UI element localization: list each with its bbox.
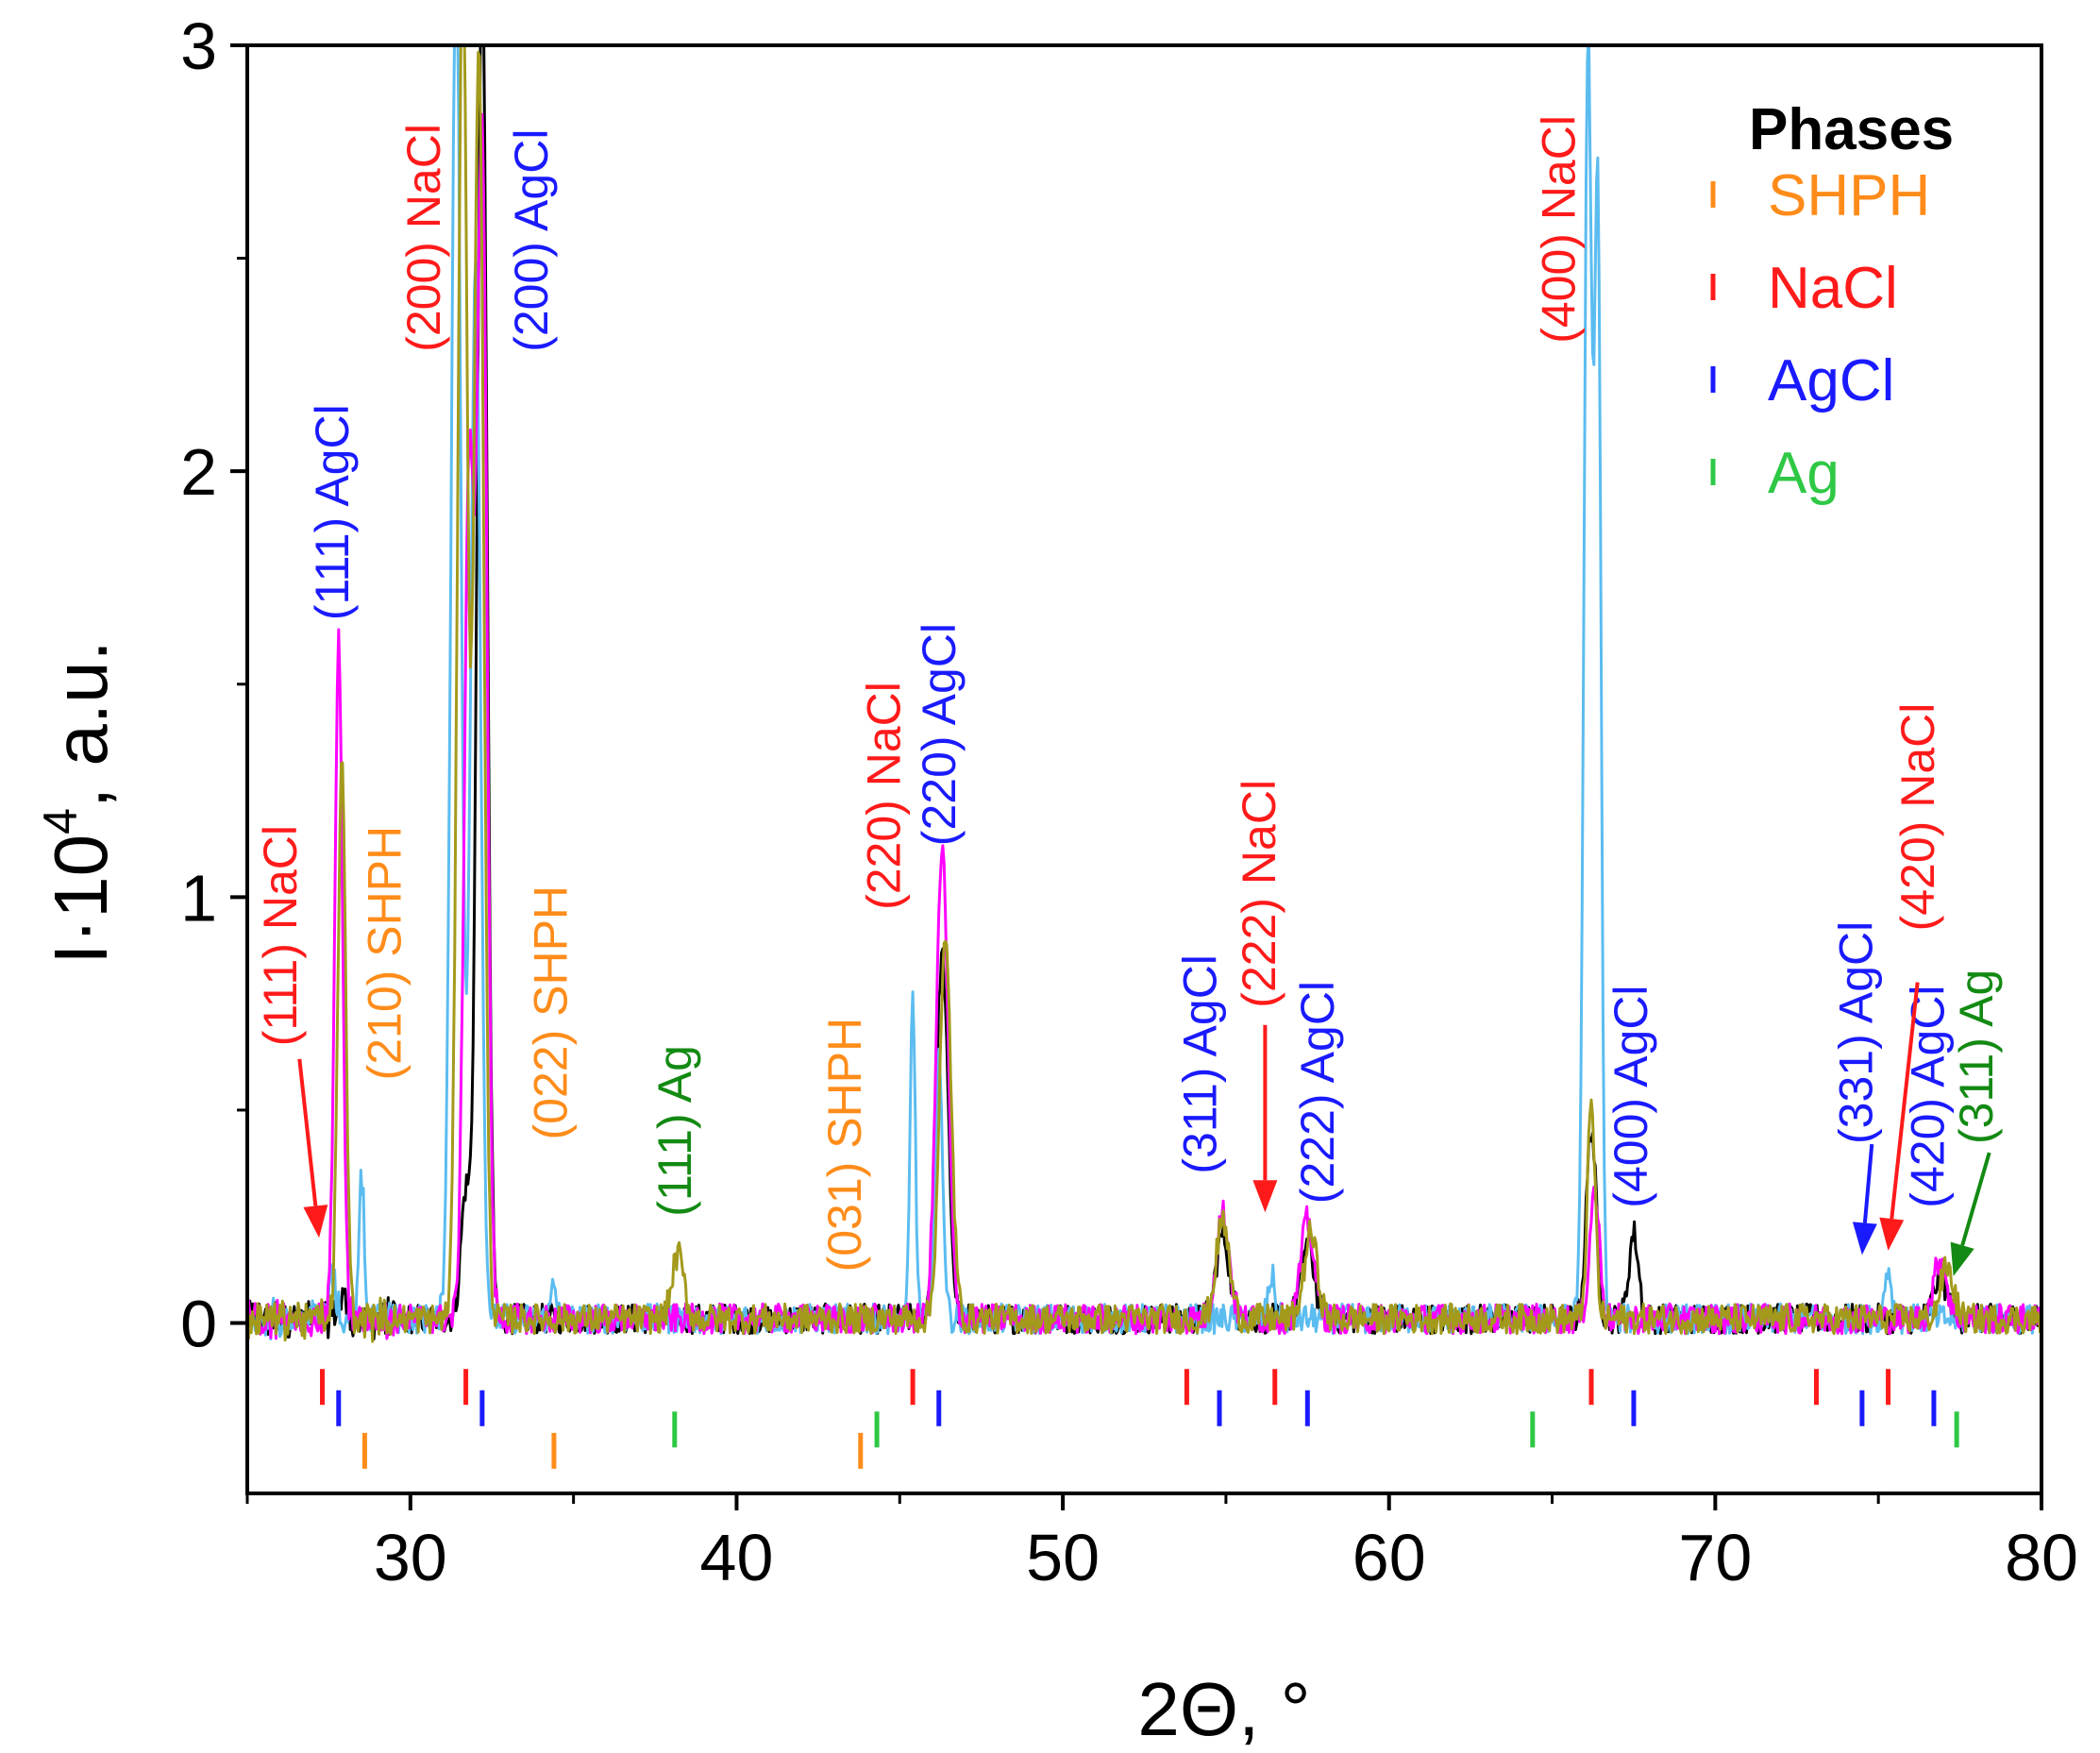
peak-label: (111) NaCl	[254, 825, 307, 1046]
annotation-arrowhead	[1950, 1241, 1974, 1276]
peak-label: (031) SHPH	[818, 1018, 871, 1273]
y-tick-label: 0	[180, 1288, 217, 1361]
x-tick-label: 80	[2005, 1521, 2078, 1594]
peak-label: (200) NaCl	[397, 124, 450, 352]
x-axis-title: 2Θ, °	[1137, 1667, 1310, 1751]
x-tick-label: 60	[1352, 1521, 1426, 1594]
traces-layer	[247, 45, 2041, 1343]
annotation-arrowhead	[303, 1205, 328, 1239]
peak-label: (222) NaCl	[1233, 780, 1285, 1008]
peak-label: (311) Ag	[1950, 969, 2003, 1144]
annotation-arrow	[1862, 1143, 1874, 1223]
y-tick-label: 2	[180, 435, 217, 509]
x-tick-label: 50	[1026, 1521, 1100, 1594]
legend-label-nacl: NaCl	[1768, 256, 1898, 321]
peak-label: (222) AgCl	[1291, 981, 1344, 1204]
peak-label: (420) AgCl	[1901, 985, 1954, 1207]
annotation-arrowhead	[1252, 1180, 1278, 1213]
y-axis-title: I·104, a.u.	[34, 640, 123, 965]
peak-label: (331) AgCl	[1829, 921, 1882, 1144]
peak-label: (400) AgCl	[1604, 985, 1657, 1207]
ticks-layer: 30 40 50 60 70 80 0 1 2 3	[180, 9, 2078, 1594]
y-axis-title-sup: 4	[34, 808, 87, 834]
peak-label: (111) AgCl	[306, 404, 359, 620]
peak-label: (210) SHPH	[358, 826, 411, 1081]
annotation-arrow	[1960, 1152, 1991, 1246]
peak-label: (400) NaCl	[1533, 115, 1586, 344]
peak-label: (311) AgCl	[1174, 954, 1227, 1174]
trace-olive	[247, 45, 2041, 1343]
peak-label: (220) AgCl	[913, 623, 966, 846]
annotations-layer: (111) NaCl (210) SHPH (111) AgCl (200) NaCl…	[254, 115, 2003, 1276]
y-axis-title-rest: , a.u.	[39, 640, 123, 808]
peak-label: (111) Ag	[648, 1045, 701, 1217]
legend-label-shph: SHPH	[1768, 163, 1930, 228]
annotation-arrow	[1890, 982, 1920, 1220]
legend-title: Phases	[1749, 97, 1954, 162]
annotation-arrowhead	[1879, 1217, 1905, 1251]
plot-frame	[245, 43, 2043, 1495]
annotation-arrowhead	[1852, 1222, 1877, 1256]
annotation-arrow	[297, 1058, 318, 1206]
x-tick-label: 40	[700, 1521, 774, 1594]
legend-label-ag: Ag	[1768, 441, 1840, 506]
phase-marks-layer	[319, 1369, 1959, 1469]
legend-label-agcl: AgCl	[1768, 348, 1894, 413]
y-tick-label: 3	[180, 9, 217, 83]
x-tick-label: 70	[1678, 1521, 1752, 1594]
peak-label: (220) NaCl	[857, 682, 910, 910]
peak-label: (200) AgCl	[505, 129, 558, 352]
peak-label: (022) SHPH	[525, 885, 578, 1140]
y-tick-label: 1	[180, 861, 217, 935]
y-axis-title-main: I·10	[39, 834, 123, 965]
peak-label: (420) NaCl	[1891, 703, 1944, 932]
legend: Phases SHPH NaCl AgCl Ag	[1710, 97, 1954, 506]
x-tick-label: 30	[374, 1521, 447, 1594]
